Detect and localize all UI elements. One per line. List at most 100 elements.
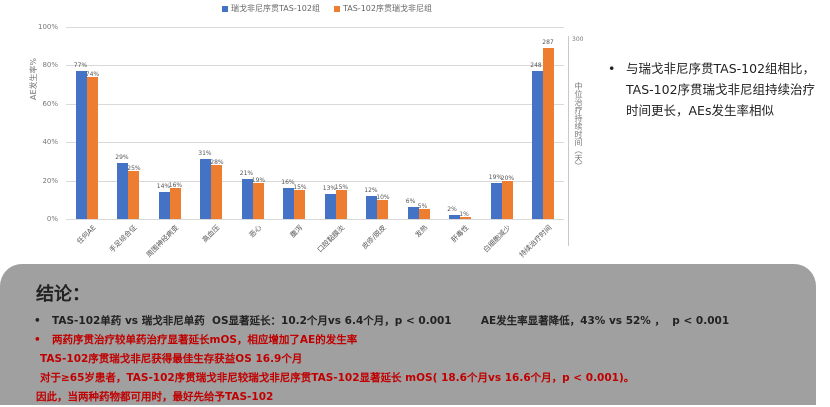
data-label: 14% — [156, 183, 171, 191]
gridline — [66, 142, 564, 144]
side-note: • 与瑞戈非尼序贯TAS-102组相比，TAS-102序贯瑞戈非尼组持续治疗时间… — [606, 58, 826, 121]
data-label: 74% — [85, 70, 100, 78]
bullet-icon: • — [34, 315, 41, 327]
data-label: 19% — [251, 176, 266, 184]
gridline — [66, 65, 564, 67]
conclusion-line-4: 对于≥65岁患者，TAS-102序贯瑞戈非尼较瑞戈非尼序贯TAS-102显著延长… — [40, 369, 816, 388]
data-label: 31% — [198, 150, 212, 158]
conclusion-line-5: 因此，当两种药物都可用时，最好先给予TAS-102 — [36, 388, 816, 407]
gridline — [66, 219, 564, 220]
data-label: 2% — [447, 206, 457, 214]
legend-label: TAS-102序贯瑞戈非尼组 — [342, 4, 432, 13]
legend-item-series-2: TAS-102序贯瑞戈非尼组 — [333, 3, 432, 14]
x-tick-label: 口腔黏膜炎 — [315, 223, 347, 255]
data-label: 20% — [500, 174, 515, 182]
data-label: 10% — [376, 193, 390, 201]
bar — [200, 159, 212, 219]
bar — [490, 182, 502, 219]
data-label: 5% — [417, 203, 428, 211]
conclusion-text: TAS-102序贯瑞戈非尼获得最佳生存获益OS 16.9个月 — [40, 353, 303, 365]
conclusion-line-3: TAS-102序贯瑞戈非尼获得最佳生存获益OS 16.9个月 — [40, 350, 816, 369]
data-label: 6% — [405, 198, 416, 206]
conclusion-line-2: • 两药序贯治疗较单药治疗显著延长mOS，相应增加了AE的发生率 — [34, 331, 816, 350]
bar — [532, 71, 544, 219]
data-label: 19% — [488, 173, 503, 181]
data-label: 77% — [73, 62, 88, 70]
bar — [418, 209, 430, 219]
x-tick-label: 持续治疗时间 — [518, 223, 554, 260]
data-label: 15% — [293, 184, 307, 192]
plot-area: 0% 20% 40% 60% 80% 100% 77% 74% 任何AE 29% 25% 手足综合征 1… — [38, 23, 564, 259]
gridline — [66, 103, 564, 105]
conclusion-text: 因此，当两种药物都可用时，最好先给予TAS-102 — [36, 391, 274, 403]
bar — [169, 188, 181, 219]
bar — [75, 71, 87, 219]
x-tick-label: 周围神经病变 — [144, 223, 181, 260]
legend-swatch-orange-icon — [333, 5, 340, 12]
data-label: 12% — [364, 186, 378, 194]
bullet-icon: • — [608, 61, 616, 76]
secondary-y-tick: 300 — [572, 36, 584, 43]
x-tick-label: 肝毒性 — [450, 223, 471, 245]
conclusion-text: 两药序贯治疗较单药治疗显著延长mOS，相应增加了AE的发生率 — [52, 334, 358, 346]
secondary-y-axis — [568, 36, 569, 246]
conclusion-text: 对于≥65岁患者，TAS-102序贯瑞戈非尼较瑞戈非尼序贯TAS-102显著延长… — [40, 372, 635, 384]
legend-swatch-blue-icon — [222, 5, 228, 12]
y-tick-label: 60% — [42, 99, 58, 108]
bar — [366, 195, 378, 219]
legend-item-series-1: 瑞戈非尼序贯TAS-102组 — [222, 3, 320, 14]
x-tick-label: 手足综合征 — [108, 223, 139, 255]
bar — [283, 188, 295, 219]
y-tick-label: 100% — [37, 23, 58, 31]
chart-legend: 瑞戈非尼序贯TAS-102组 TAS-102序贯瑞戈非尼组 — [222, 3, 432, 14]
bar — [211, 165, 223, 219]
data-label: 29% — [115, 154, 129, 162]
x-tick-label: 恶心 — [247, 223, 264, 240]
data-label: 248 — [530, 62, 542, 70]
bullet-icon: • — [34, 334, 41, 346]
data-label: 16% — [168, 182, 183, 190]
bar — [86, 76, 98, 219]
bar — [324, 194, 336, 219]
conclusion-title: 结论： — [36, 284, 90, 305]
legend-label: 瑞戈非尼序贯TAS-102组 — [231, 4, 320, 13]
x-tick-label: 任何AE — [75, 223, 98, 246]
bar — [252, 182, 264, 219]
conclusion-text: TAS-102单药 vs 瑞戈非尼单药 OS显著延长：10.2个月vs 6.4个… — [52, 315, 730, 327]
x-tick-label: 发热 — [413, 223, 430, 240]
x-tick-label: 高血压 — [201, 223, 222, 245]
bar — [460, 217, 472, 219]
x-tick-label: 皮疹/脱皮 — [360, 223, 388, 251]
side-note-text: 与瑞戈非尼序贯TAS-102组相比，TAS-102序贯瑞戈非尼组持续治疗时间更长… — [626, 61, 816, 118]
bar — [335, 190, 347, 219]
data-label: 15% — [334, 184, 349, 192]
bar — [128, 171, 140, 219]
y-tick-label: 20% — [42, 176, 58, 185]
gridline — [66, 27, 564, 28]
bar — [543, 48, 555, 219]
ae-bar-chart: 瑞戈非尼序贯TAS-102组 TAS-102序贯瑞戈非尼组 AE发生率% 0% 2… — [0, 0, 600, 262]
data-label: 1% — [459, 211, 469, 219]
data-label: 287 — [542, 39, 554, 47]
x-tick-label: 腹泻 — [289, 223, 305, 240]
data-label: 28% — [210, 159, 224, 167]
x-tick-label: 白细胞减少 — [481, 223, 513, 255]
bar — [117, 163, 129, 219]
conclusion-panel: 结论： • TAS-102单药 vs 瑞戈非尼单药 OS显著延长：10.2个月vs… — [0, 264, 816, 405]
bar — [407, 207, 419, 219]
conclusion-line-1: • TAS-102单药 vs 瑞戈非尼单药 OS显著延长：10.2个月vs 6.4… — [34, 312, 816, 331]
bar — [294, 190, 306, 219]
y-tick-label: 80% — [42, 61, 58, 70]
y-tick-label: 0% — [46, 215, 58, 223]
bar — [501, 180, 513, 219]
bar — [158, 192, 170, 219]
data-label: 21% — [239, 169, 254, 177]
data-label: 25% — [127, 165, 141, 172]
secondary-y-axis-label: 中位治疗持续时间（天） — [574, 82, 583, 170]
bar — [241, 178, 253, 219]
data-label: 13% — [322, 185, 337, 193]
bar — [449, 215, 461, 219]
data-label: 16% — [281, 179, 295, 187]
y-tick-label: 40% — [42, 138, 58, 147]
gridline — [66, 180, 564, 182]
